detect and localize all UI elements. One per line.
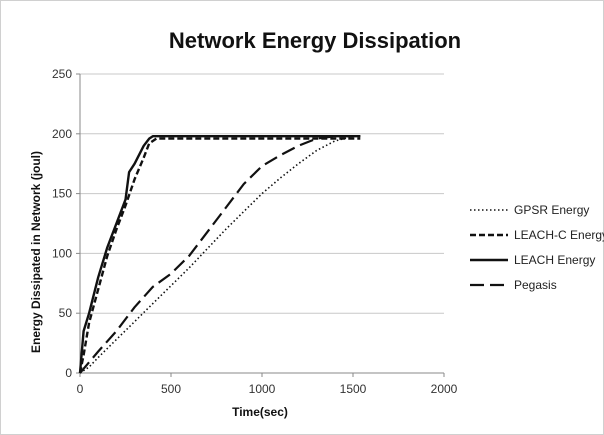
gridlines — [80, 73, 444, 314]
series-line-leach-c-energy — [78, 137, 361, 374]
y-tick-label-3: 150 — [52, 187, 72, 201]
y-tick-label-2: 100 — [52, 246, 72, 260]
legend-label-1: LEACH-C Energy — [514, 228, 604, 242]
series-line-pegasis — [79, 135, 361, 374]
axes — [79, 74, 444, 374]
y-tick-label-0: 0 — [65, 366, 72, 380]
legend: GPSR Energy LEACH-C Energy LEACH Energy Peg… — [470, 203, 604, 292]
x-tick-label-4: 2000 — [431, 382, 458, 396]
x-tick-label-0: 0 — [77, 382, 84, 396]
chart-title: Network Energy Dissipation — [169, 28, 461, 53]
y-tick-label-5: 250 — [52, 67, 72, 81]
x-tick-label-1: 500 — [161, 382, 181, 396]
legend-label-0: GPSR Energy — [514, 203, 589, 217]
y-tick-label-1: 50 — [59, 306, 73, 320]
x-tick-label-3: 1500 — [340, 382, 367, 396]
series-line-leach-energy — [78, 134, 361, 374]
y-tick-label-4: 200 — [52, 127, 72, 141]
series-line-gpsr-energy — [79, 135, 361, 374]
legend-label-2: LEACH Energy — [514, 253, 595, 267]
y-axis-title: Energy Dissipated in Network (joul) — [29, 151, 43, 353]
x-tick-labels: 0 500 1000 1500 2000 — [77, 373, 458, 396]
x-tick-label-2: 1000 — [249, 382, 276, 396]
series-lines — [78, 134, 361, 374]
y-tick-labels: 0 50 100 150 200 250 — [52, 67, 80, 380]
legend-label-3: Pegasis — [514, 278, 557, 292]
x-axis-title: Time(sec) — [232, 405, 288, 419]
